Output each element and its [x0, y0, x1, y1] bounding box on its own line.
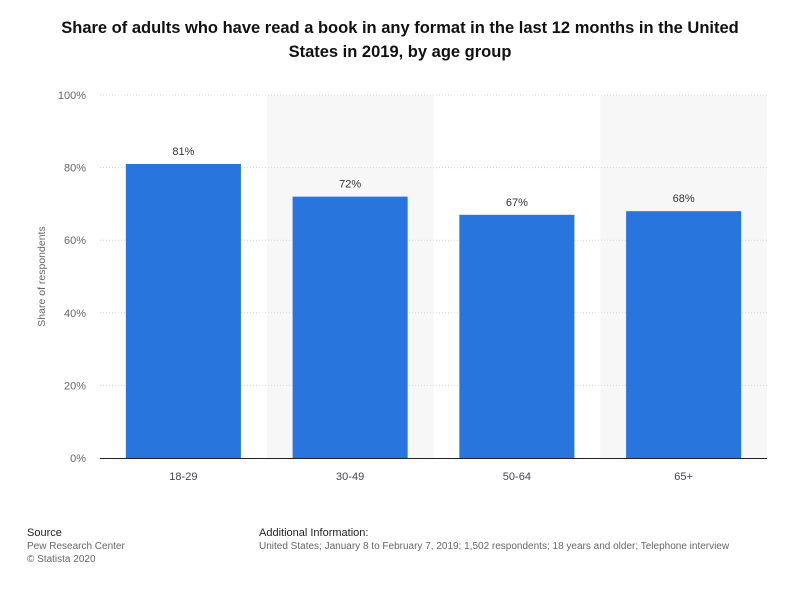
- bars: [125, 163, 742, 458]
- x-tick-label: 50-64: [503, 471, 531, 483]
- chart-title: Share of adults who have read a book in …: [61, 19, 739, 61]
- y-tick-label: 20%: [64, 380, 86, 392]
- x-tick-label: 30-49: [336, 471, 364, 483]
- additional-info-heading: Additional Information:: [259, 527, 369, 539]
- additional-info-block: Additional Information: United States; J…: [259, 526, 729, 553]
- y-tick-label: 40%: [64, 308, 86, 320]
- y-tick-label: 0%: [70, 453, 86, 465]
- y-axis-label: Share of respondents: [36, 226, 48, 326]
- bar-value-label: 81%: [172, 146, 194, 158]
- bar-value-label: 68%: [673, 193, 695, 205]
- x-tick-label: 65+: [674, 471, 693, 483]
- source-block: Source Pew Research Center © Statista 20…: [27, 526, 125, 566]
- y-tick-label: 60%: [64, 235, 86, 247]
- x-tick-label: 18-29: [169, 471, 197, 483]
- bar: [626, 211, 742, 458]
- bar-value-label: 72%: [339, 179, 361, 191]
- value-labels: 81% 72% 67% 68%: [172, 146, 694, 209]
- bar-value-label: 67%: [506, 197, 528, 209]
- source-name: Pew Research Center: [27, 541, 125, 552]
- x-axis-ticks: 18-29 30-49 50-64 65+: [169, 471, 693, 483]
- copyright: © Statista 2020: [27, 554, 96, 565]
- bar: [459, 214, 575, 458]
- y-axis-ticks: 0% 20% 40% 60% 80% 100%: [58, 90, 86, 465]
- source-heading: Source: [27, 527, 62, 539]
- y-tick-label: 100%: [58, 90, 86, 102]
- bar: [292, 196, 408, 458]
- y-tick-label: 80%: [64, 163, 86, 175]
- bar: [125, 163, 241, 458]
- additional-info-text: United States; January 8 to February 7, …: [259, 541, 730, 552]
